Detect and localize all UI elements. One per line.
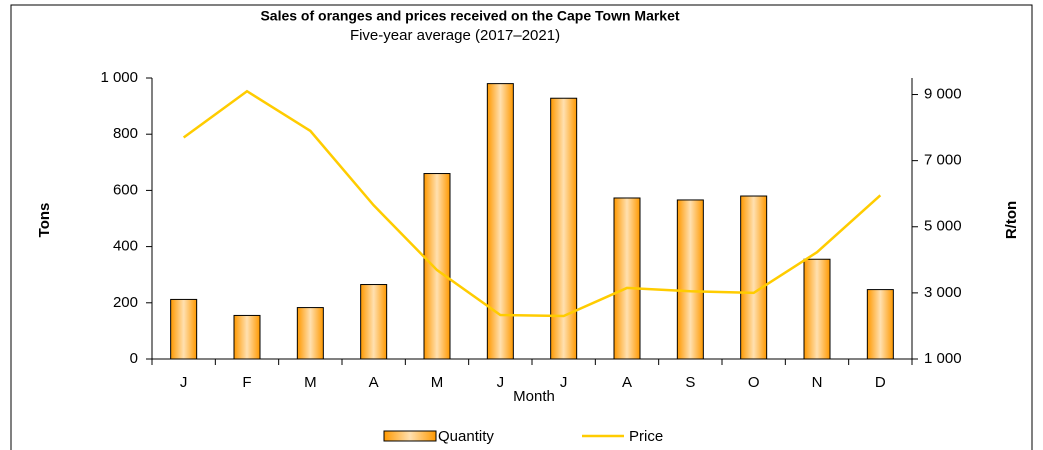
x-tick-label: S bbox=[685, 374, 695, 391]
y2-tick-label: 3 000 bbox=[924, 284, 962, 301]
legend-swatch bbox=[383, 430, 437, 442]
bar bbox=[550, 97, 578, 360]
y2-tick-label: 7 000 bbox=[924, 152, 962, 169]
y2-axis-title: R/ton bbox=[1003, 201, 1020, 239]
bar bbox=[613, 197, 641, 360]
x-tick-label: A bbox=[369, 374, 379, 391]
x-tick-label: D bbox=[875, 374, 886, 391]
y2-tick-label: 1 000 bbox=[924, 350, 962, 367]
x-tick-label: M bbox=[431, 374, 444, 391]
bar bbox=[423, 173, 451, 360]
y2-tick-label: 9 000 bbox=[924, 85, 962, 102]
y-tick-label: 200 bbox=[113, 294, 138, 311]
x-tick-label: J bbox=[560, 374, 568, 391]
y-axis-title: Tons bbox=[36, 203, 53, 238]
y2-tick-label: 5 000 bbox=[924, 218, 962, 235]
bar bbox=[740, 195, 768, 360]
x-axis-title: Month bbox=[513, 388, 555, 405]
y-tick-label: 400 bbox=[113, 238, 138, 255]
y-tick-label: 0 bbox=[130, 350, 138, 367]
bar bbox=[233, 314, 261, 360]
bar bbox=[803, 258, 831, 360]
x-tick-label: J bbox=[180, 374, 188, 391]
legend-label: Price bbox=[629, 428, 663, 445]
bar bbox=[866, 289, 894, 360]
bar bbox=[170, 298, 198, 360]
legend-label: Quantity bbox=[438, 428, 494, 445]
frame bbox=[10, 4, 1033, 450]
y-tick-label: 600 bbox=[113, 181, 138, 198]
chart-title: Sales of oranges and prices received on … bbox=[260, 8, 679, 24]
chart-subtitle: Five-year average (2017–2021) bbox=[350, 27, 560, 44]
price-line bbox=[182, 89, 882, 318]
bar bbox=[296, 307, 324, 360]
bar bbox=[676, 199, 704, 360]
x-tick-label: J bbox=[497, 374, 505, 391]
bar bbox=[486, 83, 514, 360]
x-tick-label: A bbox=[622, 374, 632, 391]
x-tick-label: F bbox=[242, 374, 251, 391]
bar bbox=[360, 284, 388, 360]
y-tick-label: 1 000 bbox=[100, 69, 138, 86]
x-tick-label: M bbox=[304, 374, 317, 391]
x-tick-label: O bbox=[748, 374, 760, 391]
y-tick-label: 800 bbox=[113, 125, 138, 142]
x-tick-label: N bbox=[812, 374, 823, 391]
